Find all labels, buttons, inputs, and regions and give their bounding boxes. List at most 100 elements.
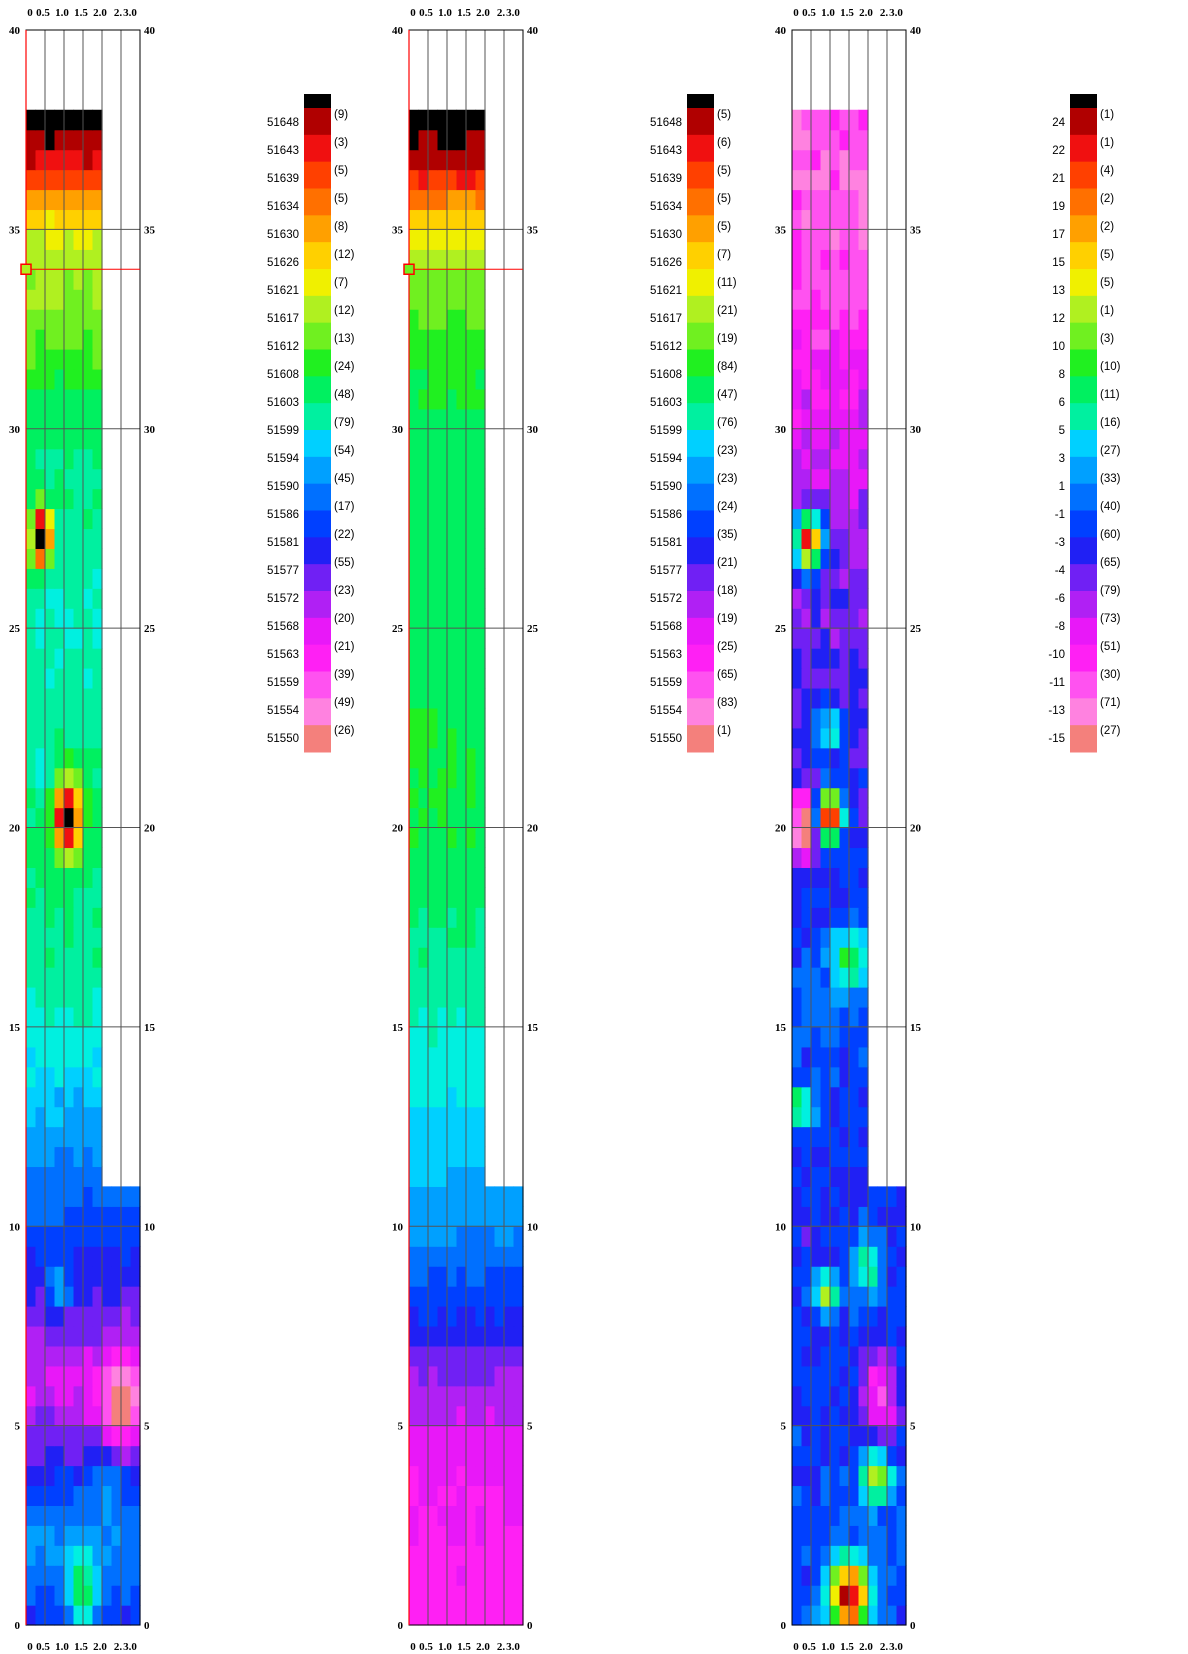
heatmap-cell (111, 1605, 122, 1626)
heatmap-cell (792, 747, 803, 769)
heatmap-cell (54, 468, 65, 490)
legend-value-label: 51630 (267, 229, 299, 241)
heatmap-cell (35, 1286, 46, 1307)
heatmap-cell (45, 827, 56, 849)
legend-swatch (304, 269, 331, 297)
y-tick-label-right: 15 (910, 1022, 922, 1034)
heatmap-cell (428, 1325, 439, 1347)
heatmap-cell (428, 1186, 439, 1207)
heatmap-cell (466, 1126, 477, 1148)
heatmap-cell (26, 289, 37, 310)
heatmap-cell (858, 608, 869, 629)
heatmap-cell (858, 1166, 869, 1187)
x-tick-label-bottom: 0.5 (419, 1641, 433, 1653)
heatmap-cell (811, 508, 822, 530)
heatmap-cell (466, 747, 477, 769)
y-tick-label-left: 10 (392, 1221, 404, 1233)
heatmap-cell (102, 1505, 113, 1526)
heatmap-cell (35, 488, 46, 510)
heatmap-cell (494, 1405, 505, 1427)
x-tick-label-top: 0 (410, 7, 416, 19)
heatmap-cell (858, 1266, 869, 1287)
legend-svg-2: 5164851643516395163451630516265162151617… (650, 94, 738, 753)
heatmap-cell (820, 229, 831, 250)
heatmap-cell (858, 149, 869, 171)
heatmap-cell (868, 1226, 879, 1247)
depth-cursor-handle[interactable] (403, 263, 415, 275)
heatmap-cell (830, 129, 841, 151)
heatmap-cell (820, 767, 831, 789)
legend-swatch (687, 349, 714, 377)
heatmap-cell (801, 967, 812, 988)
heatmap-cell (64, 1525, 75, 1546)
heatmap-cell (35, 967, 46, 988)
heatmap-cell (418, 1485, 429, 1506)
heatmap-cell (428, 847, 439, 868)
heatmap-cell (35, 1425, 46, 1447)
heatmap-cell (447, 1306, 458, 1327)
heatmap-cell (64, 1026, 75, 1048)
legend-swatch (687, 671, 714, 699)
heatmap-cell (820, 867, 831, 888)
heatmap-cell (45, 149, 56, 171)
heatmap-cell (830, 1425, 841, 1447)
heatmap-cell (26, 349, 37, 370)
heatmap-cell (437, 229, 448, 250)
heatmap-cell (73, 1226, 84, 1247)
heatmap-cell (887, 1206, 898, 1227)
legend-value-label: 13 (1052, 285, 1065, 297)
legend-value-label: -6 (1055, 593, 1065, 605)
heatmap-cell (839, 747, 850, 769)
heatmap-cell (792, 1585, 803, 1606)
heatmap-cell (792, 787, 803, 809)
heatmap-cell (849, 1226, 860, 1247)
heatmap-cell (792, 767, 803, 789)
heatmap-cell (45, 1006, 56, 1028)
heatmap-cell (858, 169, 869, 191)
heatmap-cell (820, 109, 831, 131)
heatmap-cell (811, 249, 822, 270)
depth-cursor-handle[interactable] (20, 263, 32, 275)
legend-count-label: (5) (717, 109, 731, 121)
heatmap-cell (83, 368, 94, 390)
heatmap-cell (54, 1066, 65, 1088)
heatmap-cell (849, 588, 860, 609)
x-tick-label-top: 1.5 (457, 7, 471, 19)
heatmap-cell (45, 1565, 56, 1586)
x-tick-label-top: 2.0 (859, 7, 873, 19)
legend-swatch (304, 188, 331, 216)
heatmap-cell (418, 548, 429, 569)
heatmap-cell (418, 628, 429, 649)
heatmap-cell (111, 1585, 122, 1606)
heatmap-cell (447, 368, 458, 390)
heatmap-cell (811, 488, 822, 510)
heatmap-cell (437, 568, 448, 589)
legend-value-label: 51568 (650, 621, 682, 633)
heatmap-cell (437, 767, 448, 789)
heatmap-cell (839, 1146, 850, 1168)
heatmap-cell (877, 1445, 888, 1467)
heatmap-cell (437, 129, 448, 151)
legend-value-label: -4 (1055, 565, 1066, 577)
heatmap-cell (45, 1425, 56, 1447)
y-tick-label-left: 5 (398, 1421, 404, 1433)
heatmap-cell (121, 1246, 132, 1267)
heatmap-cell (73, 1545, 84, 1566)
heatmap-cell (111, 1565, 122, 1586)
heatmap-cell (92, 1545, 103, 1566)
heatmap-cell (896, 1465, 907, 1487)
heatmap-cell (35, 1585, 46, 1606)
heatmap-cell (92, 588, 103, 609)
heatmap-cell (456, 767, 467, 789)
heatmap-cell (83, 488, 94, 510)
legend-swatch (304, 644, 331, 672)
heatmap-cell (485, 1246, 496, 1267)
heatmap-cell (437, 867, 448, 888)
heatmap-cell (83, 1545, 94, 1566)
legend-value-label: 51634 (267, 201, 300, 213)
heatmap-cell (466, 927, 477, 948)
heatmap-cell (73, 628, 84, 649)
heatmap-cell (73, 368, 84, 390)
heatmap-cell (839, 588, 850, 609)
heatmap-cell (849, 648, 860, 669)
